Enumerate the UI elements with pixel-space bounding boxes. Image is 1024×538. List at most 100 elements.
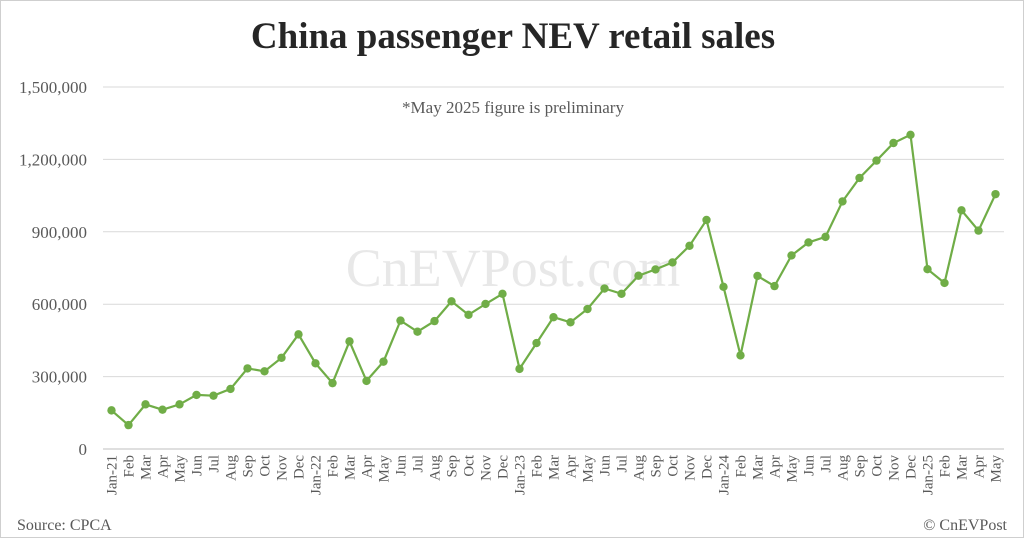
source-label: Source: CPCA <box>17 517 112 534</box>
data-point <box>107 406 116 415</box>
data-point <box>702 215 711 225</box>
x-tick-label: Apr <box>564 455 580 478</box>
x-tick-label: Oct <box>258 454 274 476</box>
x-tick-label: Mar <box>955 455 971 480</box>
x-tick-label: Jan-25 <box>921 455 937 495</box>
credit-label: © CnEVPost <box>923 517 1007 534</box>
x-tick-label: Sep <box>853 455 869 478</box>
x-tick-label: Sep <box>649 455 665 478</box>
x-tick-label: Feb <box>530 455 546 478</box>
data-point <box>855 173 864 183</box>
x-tick-label: Aug <box>836 455 852 481</box>
y-axis-ticks: 0 300,000 600,000 900,000 1,200,000 1,500,000 <box>19 78 87 459</box>
x-tick-label: Mar <box>547 455 563 480</box>
data-point <box>668 258 677 267</box>
data-point <box>124 420 133 430</box>
series-points <box>107 130 1000 430</box>
data-point <box>872 156 881 165</box>
x-tick-label: Aug <box>428 455 444 481</box>
x-tick-label: Nov <box>479 455 495 481</box>
x-tick-label: Dec <box>496 455 512 479</box>
data-point <box>651 265 660 274</box>
data-point <box>328 378 337 388</box>
watermark: CnEVPost.com <box>346 238 681 298</box>
data-point <box>413 327 422 336</box>
x-tick-label: Feb <box>122 455 138 478</box>
x-tick-label: Dec <box>700 455 716 479</box>
data-point <box>787 251 796 260</box>
data-point <box>498 289 507 299</box>
data-point <box>906 130 915 139</box>
data-point <box>345 337 354 346</box>
data-point <box>719 282 728 292</box>
y-tick-label: 900,000 <box>32 223 87 242</box>
data-point <box>209 391 218 400</box>
data-point <box>617 289 626 299</box>
x-tick-label: May <box>989 455 1005 483</box>
x-tick-label: Mar <box>139 455 155 480</box>
x-tick-label: Aug <box>224 455 240 481</box>
y-tick-label: 300,000 <box>32 368 87 387</box>
data-point <box>600 284 609 293</box>
data-point <box>158 405 167 414</box>
x-tick-label: Oct <box>462 454 478 476</box>
y-tick-label: 1,500,000 <box>19 78 87 97</box>
data-point <box>974 226 983 235</box>
y-tick-label: 0 <box>79 440 88 459</box>
x-tick-label: Jan-22 <box>309 455 325 495</box>
x-tick-label: Dec <box>292 455 308 479</box>
x-tick-label: Jan-24 <box>717 455 733 495</box>
data-point <box>277 353 286 362</box>
data-point <box>804 238 813 247</box>
data-point <box>940 278 949 288</box>
x-tick-label: May <box>581 455 597 483</box>
x-tick-label: Mar <box>343 455 359 480</box>
data-point <box>396 316 405 325</box>
data-point <box>838 197 847 206</box>
data-point <box>991 189 1000 199</box>
data-point <box>515 364 524 374</box>
x-tick-label: Jul <box>615 455 631 473</box>
data-point <box>260 367 269 376</box>
x-tick-label: Jan-23 <box>513 455 529 495</box>
data-point <box>430 316 439 326</box>
x-tick-label: Nov <box>683 455 699 481</box>
x-tick-label: Jun <box>190 455 206 476</box>
data-point <box>243 364 252 373</box>
data-point <box>481 299 490 309</box>
x-tick-label: Sep <box>445 455 461 478</box>
x-tick-label: Aug <box>632 455 648 481</box>
x-tick-label: May <box>377 455 393 483</box>
x-tick-label: Apr <box>360 455 376 478</box>
data-point <box>957 206 966 215</box>
x-tick-label: Feb <box>326 455 342 478</box>
x-tick-label: Jul <box>819 455 835 473</box>
x-tick-label: Dec <box>904 455 920 479</box>
data-point <box>464 310 473 320</box>
data-point <box>583 304 592 314</box>
data-point <box>226 384 235 394</box>
data-point <box>889 138 898 148</box>
x-tick-label: Feb <box>938 455 954 478</box>
x-tick-label: Apr <box>768 455 784 478</box>
data-point <box>294 330 303 339</box>
data-point <box>736 351 745 360</box>
gridlines <box>103 86 1004 378</box>
data-point <box>566 318 575 327</box>
x-tick-label: Nov <box>887 455 903 481</box>
x-tick-label: Jun <box>394 455 410 476</box>
data-point <box>141 400 150 409</box>
x-tick-label: Jul <box>207 455 223 473</box>
data-point <box>770 281 779 291</box>
data-point <box>311 359 320 368</box>
x-tick-label: May <box>785 455 801 483</box>
chart-note: *May 2025 figure is preliminary <box>402 98 624 117</box>
x-tick-label: Jun <box>802 455 818 476</box>
chart-title: China passenger NEV retail sales <box>251 16 775 57</box>
data-point <box>634 271 643 280</box>
data-point <box>447 297 456 306</box>
x-tick-label: Jul <box>411 455 427 473</box>
x-tick-label: May <box>173 455 189 483</box>
data-point <box>379 357 388 366</box>
